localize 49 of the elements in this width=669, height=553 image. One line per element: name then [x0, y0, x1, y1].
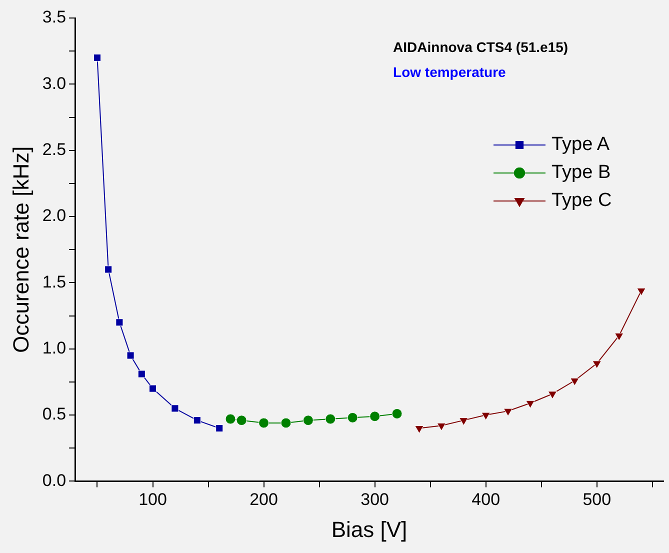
point	[216, 424, 224, 432]
y-tick-label: 0.5	[42, 404, 66, 424]
point	[126, 352, 134, 360]
x-tick-label: 100	[138, 490, 167, 510]
y-tick-label: 0.0	[42, 470, 66, 490]
point	[280, 418, 292, 428]
x-tick-label: 400	[472, 490, 500, 510]
text: Low temperature	[393, 64, 506, 80]
x-tick-label: 200	[250, 490, 278, 510]
point	[414, 426, 424, 434]
point	[570, 378, 580, 386]
point	[614, 332, 624, 341]
y-axis-title: Occurence rate [kHz]	[8, 146, 34, 353]
point	[636, 288, 646, 296]
point	[236, 415, 247, 426]
x-axis-title: Bias [V]	[331, 516, 408, 542]
point	[225, 414, 236, 424]
legend-label: Type A	[552, 134, 610, 156]
point	[104, 266, 112, 274]
y-tick-label: 1.0	[42, 338, 66, 358]
point	[592, 360, 602, 369]
point	[116, 318, 124, 326]
text: AIDAinnova CTS4 (51.e15)	[393, 38, 568, 55]
point	[392, 408, 402, 419]
point	[459, 418, 468, 426]
x-tick-label: 500	[582, 490, 612, 510]
point	[258, 418, 270, 428]
point	[347, 412, 358, 423]
y-tick-label: 3.5	[42, 8, 66, 27]
y-tick-label: 2.5	[42, 140, 66, 160]
point	[138, 370, 146, 378]
point	[548, 391, 558, 400]
point	[171, 404, 179, 412]
y-tick-label: 1.5	[42, 272, 66, 292]
point	[370, 411, 380, 422]
legend-label: Type C	[552, 190, 612, 212]
x-tick-label: 300	[360, 490, 390, 510]
point	[325, 414, 336, 424]
point	[193, 416, 201, 424]
point	[526, 400, 535, 408]
point	[148, 384, 157, 392]
legend-label: Type B	[552, 162, 611, 184]
point	[481, 412, 490, 420]
y-tick-label: 2.0	[42, 206, 66, 226]
point	[93, 54, 102, 62]
point	[503, 408, 513, 416]
y-tick-label: 3.0	[42, 74, 66, 93]
point	[302, 415, 314, 426]
point	[436, 422, 446, 431]
